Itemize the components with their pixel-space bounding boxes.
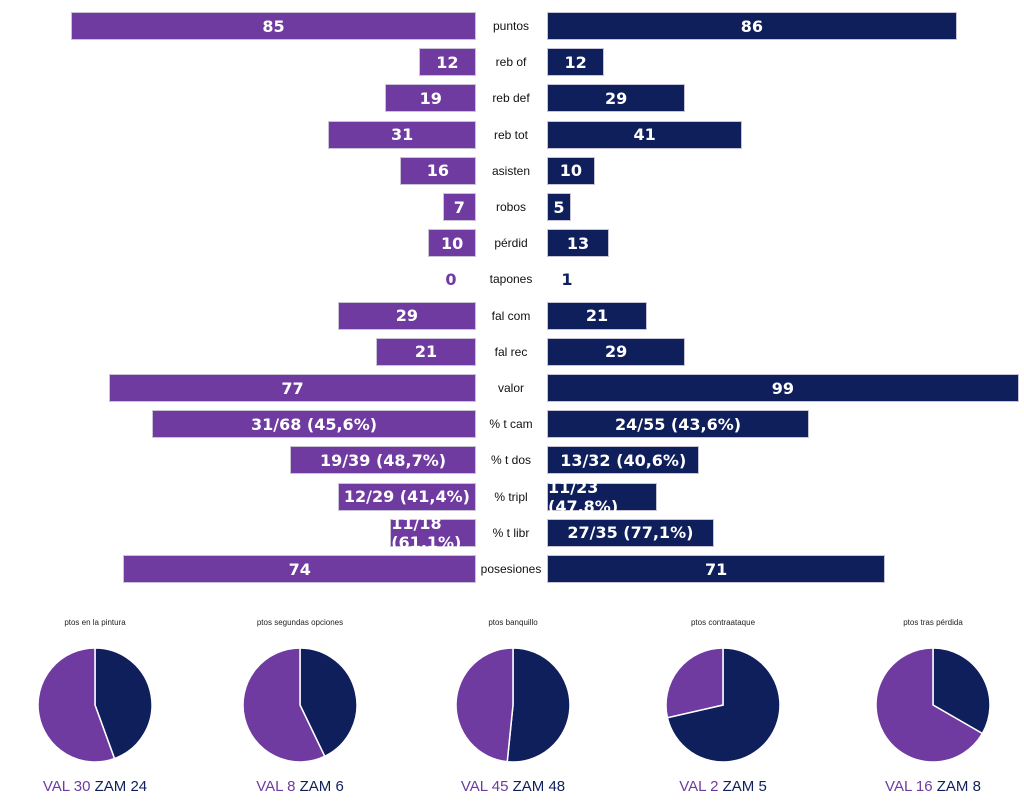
pie-legend-zam-value: 8 (972, 778, 981, 795)
bar-left-14: 11/18 (61,1%) (390, 514, 476, 552)
category-label-1: reb of (495, 55, 527, 70)
pie-legend-zam-value: 5 (758, 778, 767, 795)
pie-svg (38, 648, 152, 762)
bar-right-0: 86 (547, 12, 957, 40)
bar-left-7: 0 (445, 269, 457, 289)
pie-caption: VAL 45 ZAM 48 (428, 778, 598, 795)
pie-legend-zam-label: ZAM (722, 778, 755, 795)
bar-right-10: 99 (547, 374, 1019, 402)
pie-title: ptos en la pintura (64, 618, 126, 627)
bar-right-7: 1 (561, 269, 573, 289)
category-label-2: reb def (492, 91, 530, 106)
pie-chart-4: ptos tras pérdida VAL 16 ZAM 8 (848, 618, 1018, 808)
category-label-9: fal rec (494, 344, 528, 359)
category-label-10: valor (497, 381, 524, 395)
bar-left-0: 85 (71, 12, 476, 40)
pie-legend-zam-label: ZAM (94, 778, 127, 795)
category-label-6: pérdid (494, 236, 528, 251)
pie-slice-zam (932, 648, 990, 735)
pie-chart-2: ptos banquillo VAL 45 ZAM 48 (428, 618, 598, 808)
category-label-7: tapones (489, 272, 533, 287)
pie-title: ptos banquillo (488, 618, 538, 627)
bar-right-11: 24/55 (43,6%) (547, 410, 810, 439)
pie-legend-val-value: 2 (710, 778, 719, 795)
pie-legend-val-label: VAL (42, 778, 70, 795)
pie-svg (456, 648, 570, 762)
bar-left-4: 16 (399, 156, 476, 185)
bar-right-2: 29 (547, 84, 686, 113)
bar-right-1: 12 (547, 48, 605, 77)
bar-left-2: 19 (385, 84, 476, 113)
pie-slice-zam (299, 648, 357, 758)
pie-caption: VAL 16 ZAM 8 (848, 778, 1018, 795)
bar-right-5: 5 (547, 193, 571, 221)
bar-right-6: 13 (547, 229, 609, 258)
pie-legend-zam-label: ZAM (299, 778, 332, 795)
category-label-14: % t libr (492, 525, 530, 540)
pie-legend-val-value: 8 (287, 778, 296, 795)
bar-left-6: 10 (428, 229, 476, 258)
bar-right-8: 21 (547, 301, 648, 330)
pie-legend-val-value: 45 (491, 778, 509, 795)
pie-legend-val-label: VAL (256, 778, 283, 795)
category-label-8: fal com (491, 308, 531, 323)
bar-right-15: 71 (547, 555, 886, 583)
pie-legend-zam-value: 24 (130, 778, 148, 795)
bar-left-9: 21 (375, 337, 476, 366)
pie-title: ptos tras pérdida (903, 618, 963, 627)
pie-slice-val (876, 648, 984, 762)
pie-slice-val (456, 648, 514, 762)
pie-legend-val-value: 16 (915, 778, 933, 795)
pie-chart-0: ptos en la pintura VAL 30 ZAM 24 (10, 618, 180, 808)
bar-left-12: 19/39 (48,7%) (290, 446, 476, 475)
category-label-15: posesiones (480, 562, 542, 576)
bar-right-13: 11/23 (47,8%) (547, 478, 657, 516)
pie-legend-zam-value: 48 (548, 778, 566, 795)
pie-slice-val (38, 648, 116, 762)
pie-chart-3: ptos contraataque VAL 2 ZAM 5 (638, 618, 808, 808)
pie-caption: VAL 30 ZAM 24 (10, 778, 180, 795)
category-label-11: % t cam (489, 417, 533, 432)
category-label-4: asisten (491, 163, 531, 178)
pie-chart-1: ptos segundas opciones VAL 8 ZAM 6 (215, 618, 385, 808)
bar-left-11: 31/68 (45,6%) (152, 410, 476, 439)
pie-legend-zam-value: 6 (335, 778, 344, 795)
bar-left-15: 74 (123, 555, 476, 583)
pie-caption: VAL 8 ZAM 6 (215, 778, 385, 795)
mirrored-bar-chart: 85 puntos 86 12 reb of 12 19 reb def 29 31 reb tot… (71, 12, 1019, 583)
pie-caption: VAL 2 ZAM 5 (638, 778, 808, 795)
pie-legend-zam-label: ZAM (512, 778, 545, 795)
bar-right-12: 13/32 (40,6%) (547, 446, 700, 475)
bar-left-13: 12/29 (41,4%) (337, 482, 476, 511)
bar-left-3: 31 (328, 120, 476, 149)
category-label-5: robos (495, 200, 527, 214)
bar-right-4: 10 (547, 156, 595, 185)
pie-slice-zam (94, 648, 152, 760)
pie-legend-zam-label: ZAM (936, 778, 969, 795)
pie-slice-val (243, 648, 326, 762)
bar-left-1: 12 (418, 48, 476, 77)
category-label-12: % t dos (490, 453, 532, 468)
category-label-13: % tripl (494, 489, 528, 504)
pie-legend-val-label: VAL (679, 778, 706, 795)
bar-right-3: 41 (547, 120, 743, 149)
category-label-0: puntos (492, 19, 530, 33)
bar-left-5: 7 (442, 193, 476, 221)
pie-legend-val-label: VAL (885, 778, 912, 795)
bar-left-10: 77 (109, 374, 476, 402)
bar-right-9: 29 (547, 337, 686, 366)
pie-svg (666, 648, 780, 762)
pie-svg (876, 648, 990, 762)
pie-svg (243, 648, 357, 762)
category-label-3: reb tot (493, 127, 529, 142)
pie-legend-val-value: 30 (73, 778, 91, 795)
pie-title: ptos segundas opciones (256, 618, 344, 627)
pie-slice-zam (506, 648, 570, 762)
bar-right-14: 27/35 (77,1%) (547, 518, 714, 547)
pie-title: ptos contraataque (690, 618, 756, 627)
pie-slice-val (666, 648, 724, 719)
pie-legend-val-label: VAL (460, 778, 488, 795)
bar-left-8: 29 (337, 301, 476, 330)
